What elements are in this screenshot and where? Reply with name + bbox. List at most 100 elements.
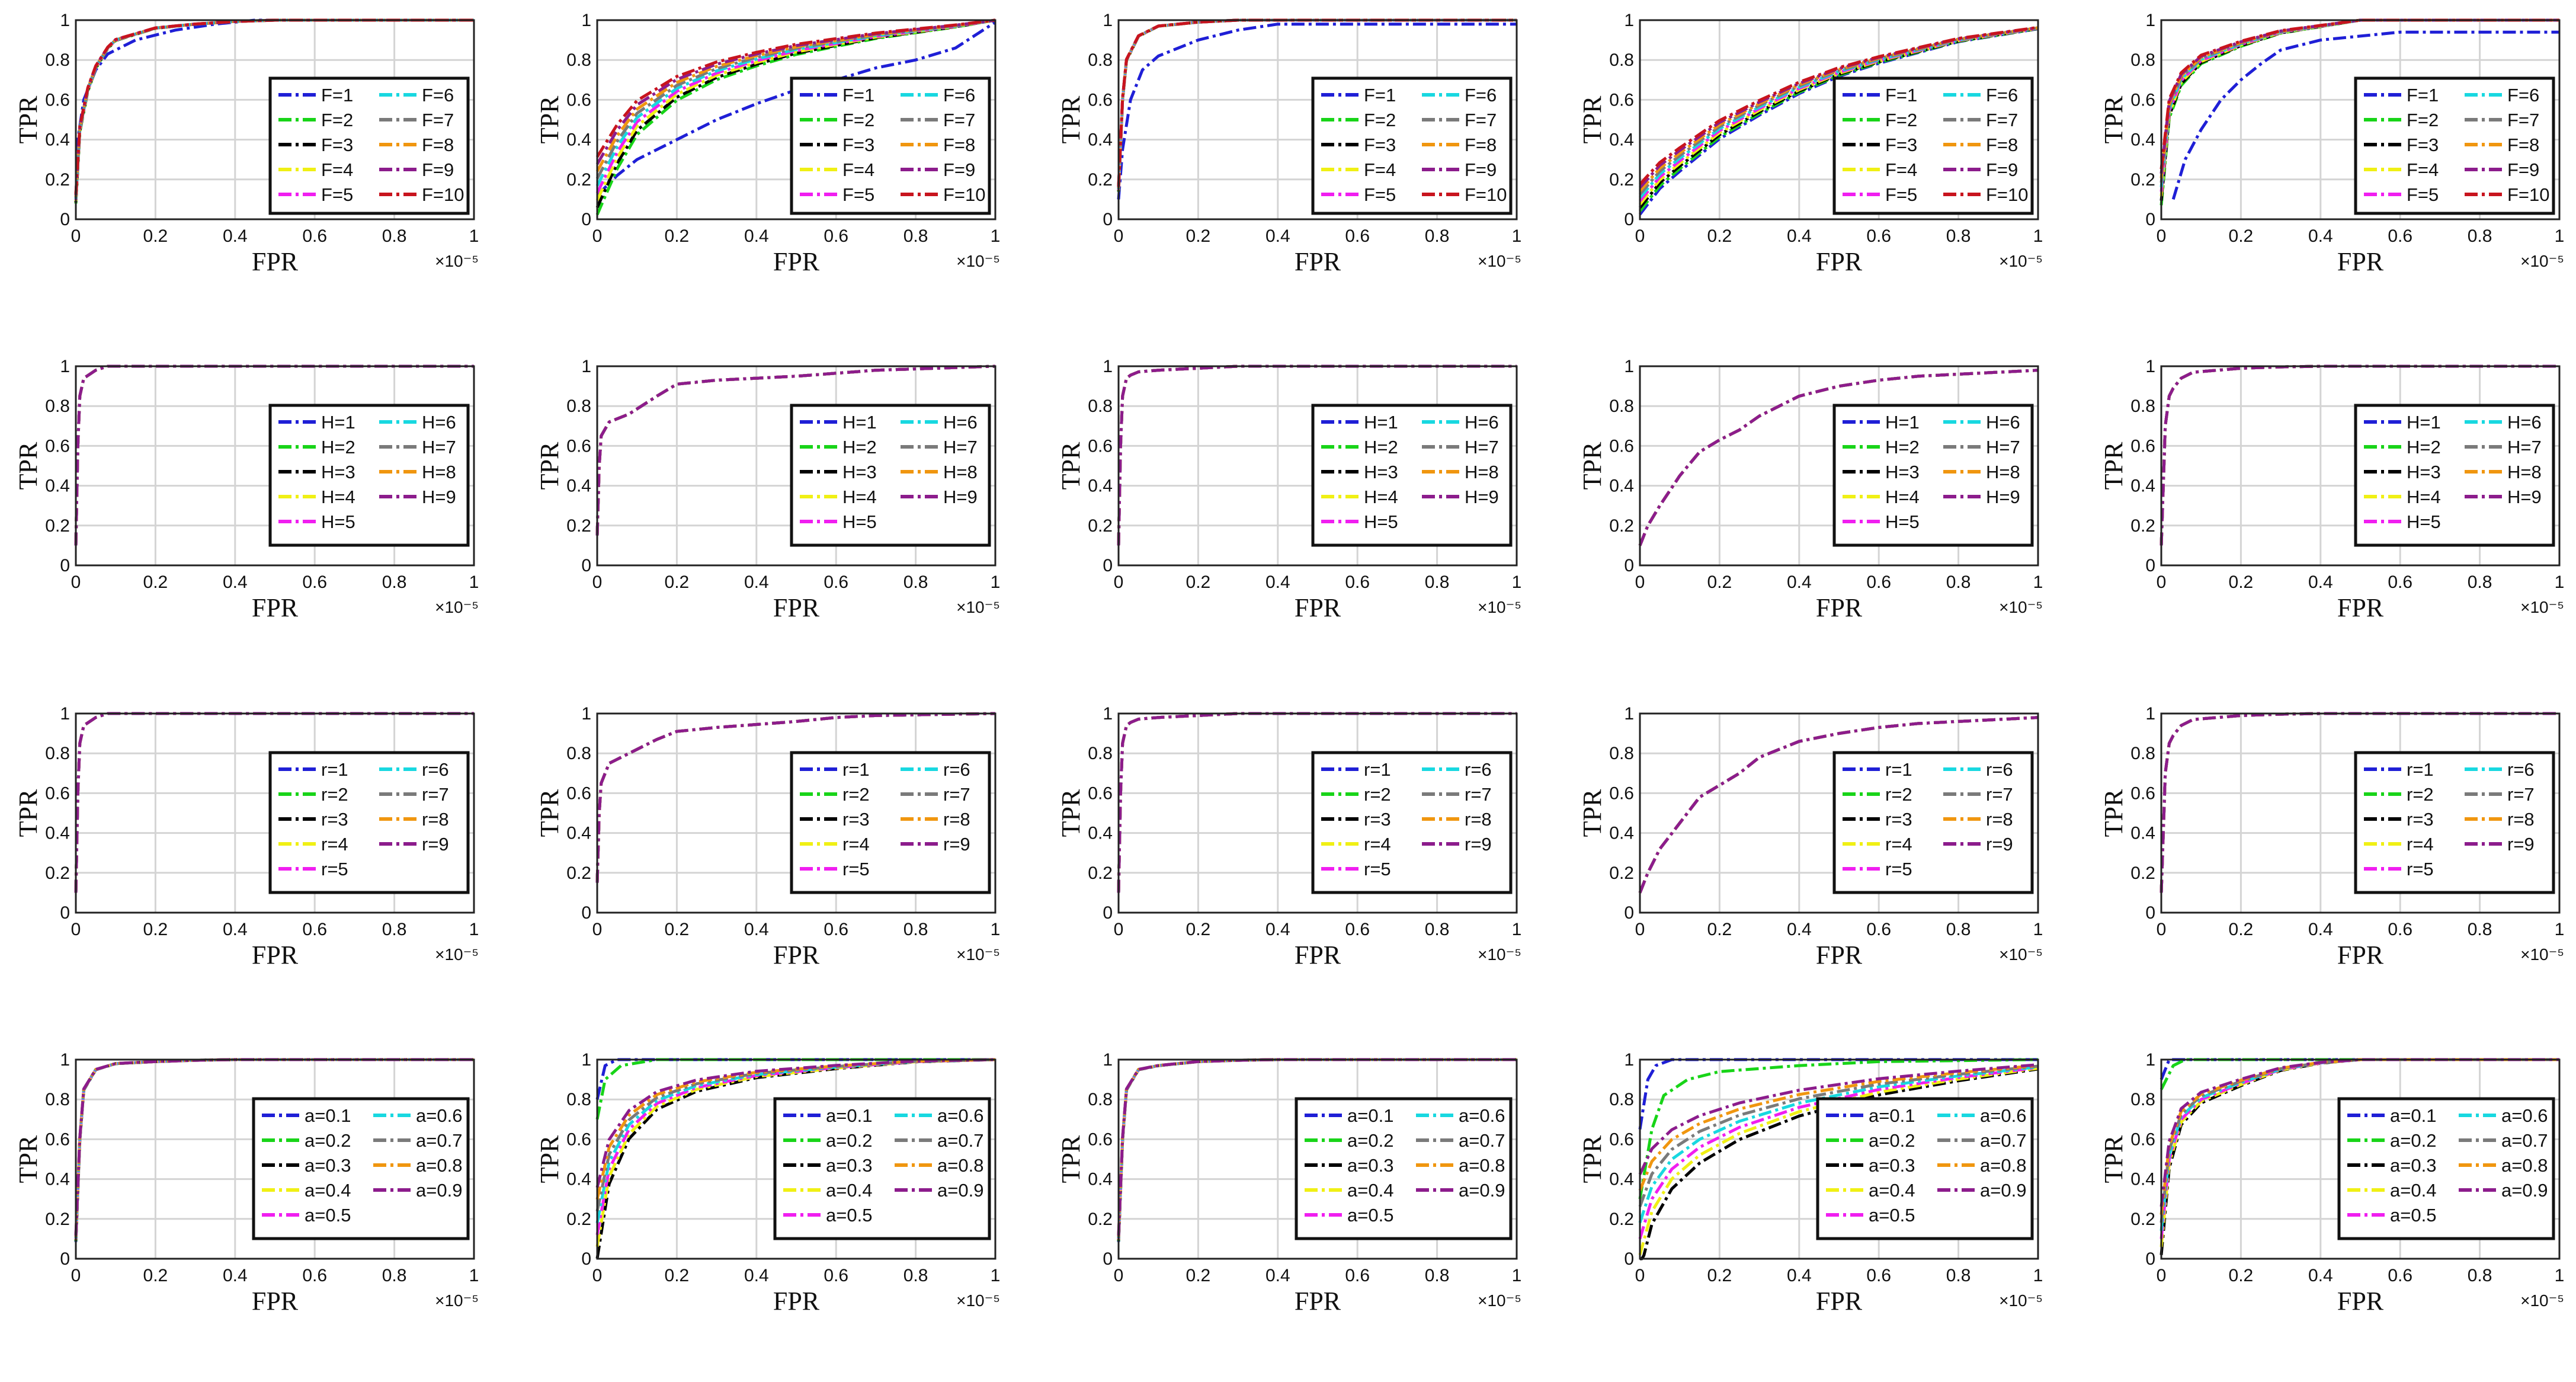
x-tick-label: 0.4 bbox=[2308, 1266, 2333, 1285]
x-tick-label: 0.6 bbox=[1866, 226, 1891, 246]
legend-label-r=4: r=4 bbox=[321, 834, 348, 855]
x-tick-label: 0 bbox=[1114, 920, 1124, 939]
legend-label-r=3: r=3 bbox=[842, 809, 870, 830]
x-tick-label: 0.6 bbox=[302, 572, 327, 592]
y-tick-label: 0.8 bbox=[45, 744, 70, 763]
x-tick-label: 0.4 bbox=[1265, 226, 1290, 246]
y-tick-label: 0.6 bbox=[566, 436, 591, 456]
axes-frame bbox=[596, 19, 997, 220]
x-axis-label: FPR bbox=[1816, 940, 1863, 970]
y-tick-label: 0.6 bbox=[1088, 1130, 1113, 1149]
x-tick-label: 0 bbox=[2157, 1266, 2167, 1285]
legend-label-a=0.8: a=0.8 bbox=[937, 1155, 983, 1176]
x-tick-label: 0.6 bbox=[302, 1266, 327, 1285]
x-exponent-label: ×10⁻⁵ bbox=[956, 945, 1000, 964]
series-line-a=0.9 bbox=[595, 1058, 996, 1188]
legend-label-F=5: F=5 bbox=[842, 184, 874, 205]
x-tick-label: 0.8 bbox=[382, 226, 407, 246]
legend-r: r=1 r=2 r=3 r=4 r=5 r=6 r=7 r=8 r=9 bbox=[790, 751, 991, 894]
x-tick-label: 0.2 bbox=[2229, 226, 2254, 246]
legend-F: F=1 F=2 F=3 F=4 F=5 F=6 F=7 F=8 F=9 F=10 bbox=[1311, 76, 1513, 215]
y-tick-label: 0 bbox=[1103, 556, 1113, 575]
legend-label-F=6: F=6 bbox=[1986, 85, 2018, 105]
legend-label-r=2: r=2 bbox=[1364, 784, 1391, 805]
x-tick-label: 1 bbox=[991, 920, 1001, 939]
axes-frame bbox=[1117, 1058, 1518, 1260]
x-exponent-label: ×10⁻⁵ bbox=[2520, 945, 2564, 964]
series-line-H=9 bbox=[595, 364, 996, 536]
y-tick-label: 0.4 bbox=[566, 130, 591, 150]
axes-frame bbox=[75, 365, 475, 567]
legend-label-H=3: H=3 bbox=[321, 462, 355, 482]
y-tick-label: 0 bbox=[581, 556, 591, 575]
legend-label-H=6: H=6 bbox=[422, 412, 456, 433]
y-axis-label: TPR bbox=[1056, 1135, 1085, 1183]
legend-label-H=8: H=8 bbox=[1986, 462, 2020, 482]
legend-label-H=3: H=3 bbox=[842, 462, 877, 482]
y-axis-label: TPR bbox=[14, 442, 43, 490]
y-tick-label: 0.2 bbox=[1609, 516, 1634, 536]
y-tick-label: 0.4 bbox=[1609, 1170, 1634, 1189]
legend-label-r=8: r=8 bbox=[1465, 809, 1492, 830]
panel-H-1: 0 0.2 0.4 0.6 0.8 1 0 0.2 0.4 0.6 0.8 1 ×10⁻⁵ FPR TPR H… bbox=[14, 357, 479, 622]
y-tick-label: 0.2 bbox=[1609, 863, 1634, 883]
y-tick-label: 0.2 bbox=[566, 863, 591, 883]
series-line-F=7 bbox=[595, 18, 996, 180]
legend-label-F=6: F=6 bbox=[1465, 85, 1497, 105]
y-axis-label: TPR bbox=[14, 789, 43, 837]
y-tick-label: 0.2 bbox=[45, 1210, 70, 1229]
x-axis-label: FPR bbox=[1295, 247, 1341, 276]
series-line-a=0.4 bbox=[1638, 1067, 2039, 1256]
y-tick-label: 1 bbox=[1624, 1050, 1634, 1070]
x-tick-label: 1 bbox=[1512, 920, 1522, 939]
legend-label-r=7: r=7 bbox=[422, 784, 449, 805]
panel-r-4: 0 0.2 0.4 0.6 0.8 1 0 0.2 0.4 0.6 0.8 1 ×10⁻⁵ FPR TPR r… bbox=[1578, 704, 2043, 970]
x-exponent-label: ×10⁻⁵ bbox=[435, 252, 479, 270]
y-tick-label: 1 bbox=[581, 11, 591, 30]
legend-label-r=8: r=8 bbox=[2507, 809, 2535, 830]
x-tick-label: 0 bbox=[71, 1266, 81, 1285]
x-tick-label: 0.2 bbox=[665, 226, 690, 246]
x-tick-label: 0.6 bbox=[824, 920, 848, 939]
legend-label-a=0.9: a=0.9 bbox=[1459, 1180, 1505, 1201]
legend-label-a=0.6: a=0.6 bbox=[1459, 1105, 1505, 1126]
legend-label-F=3: F=3 bbox=[1885, 135, 1917, 155]
y-tick-label: 0.6 bbox=[1088, 783, 1113, 803]
legend-label-H=2: H=2 bbox=[321, 437, 355, 458]
legend-label-F=9: F=9 bbox=[943, 159, 975, 180]
x-tick-label: 0.6 bbox=[1345, 1266, 1370, 1285]
panel-H-5: 0 0.2 0.4 0.6 0.8 1 0 0.2 0.4 0.6 0.8 1 ×10⁻⁵ FPR TPR H… bbox=[2099, 357, 2564, 622]
legend-label-H=5: H=5 bbox=[321, 511, 355, 532]
y-tick-label: 0.6 bbox=[566, 90, 591, 110]
y-axis-label: TPR bbox=[535, 442, 564, 490]
y-tick-label: 0.6 bbox=[1609, 1130, 1634, 1149]
legend-label-a=0.1: a=0.1 bbox=[1347, 1105, 1393, 1126]
y-tick-label: 0.8 bbox=[566, 50, 591, 70]
series-line-a=0.5 bbox=[1638, 1066, 2039, 1240]
y-tick-label: 0.2 bbox=[45, 863, 70, 883]
y-tick-label: 0.4 bbox=[2130, 130, 2155, 150]
legend-label-F=3: F=3 bbox=[321, 135, 353, 155]
x-tick-label: 0.4 bbox=[223, 572, 248, 592]
x-axis-label: FPR bbox=[1295, 1287, 1341, 1316]
legend-label-F=4: F=4 bbox=[1885, 159, 1917, 180]
x-tick-label: 0 bbox=[592, 920, 603, 939]
x-tick-label: 0.6 bbox=[1345, 920, 1370, 939]
legend-label-F=2: F=2 bbox=[1885, 110, 1917, 130]
panel-H-2: 0 0.2 0.4 0.6 0.8 1 0 0.2 0.4 0.6 0.8 1 ×10⁻⁵ FPR TPR H… bbox=[535, 357, 1000, 622]
x-tick-label: 0.2 bbox=[2229, 1266, 2254, 1285]
legend-label-a=0.7: a=0.7 bbox=[1459, 1130, 1505, 1151]
legend-H: H=1 H=2 H=3 H=4 H=5 H=6 H=7 H=8 H=9 bbox=[268, 404, 470, 547]
y-tick-label: 0.8 bbox=[2130, 50, 2155, 70]
legend-label-H=6: H=6 bbox=[1465, 412, 1499, 433]
x-tick-label: 0.4 bbox=[1265, 572, 1290, 592]
y-tick-label: 0.2 bbox=[1609, 1210, 1634, 1229]
x-axis-label: FPR bbox=[1816, 1287, 1863, 1316]
y-tick-label: 0.6 bbox=[1088, 436, 1113, 456]
axes-frame bbox=[2160, 365, 2561, 567]
legend-label-H=8: H=8 bbox=[422, 462, 456, 482]
y-tick-label: 0.4 bbox=[45, 130, 70, 150]
legend-label-a=0.1: a=0.1 bbox=[305, 1105, 351, 1126]
x-tick-label: 0 bbox=[592, 226, 603, 246]
